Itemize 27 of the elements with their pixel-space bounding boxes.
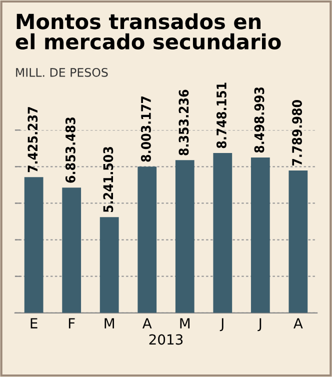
bar (250, 158, 270, 313)
data-label: 7.789.980 (292, 100, 302, 166)
bar (288, 170, 308, 313)
x-tick-label: A (142, 318, 152, 328)
data-label: 8.003.177 (140, 96, 151, 162)
x-tick-label: M (180, 318, 190, 328)
x-tick-label: E (30, 318, 38, 328)
bar (62, 188, 82, 313)
y-axis-title: MILL. DE PESOS (16, 68, 108, 77)
bar (100, 217, 119, 313)
data-label: 5.241.503 (103, 147, 114, 212)
chart-title: Montos transados en el mercado secundario (16, 13, 281, 50)
bar (213, 152, 232, 313)
x-tick-label: F (68, 318, 75, 328)
data-label: 7.425.237 (28, 107, 38, 172)
x-tick-label: J (258, 318, 262, 332)
x-tick-label: J (220, 318, 224, 332)
x-tick-label: M (104, 318, 114, 328)
data-label: 6.853.483 (65, 118, 76, 183)
bar (24, 177, 44, 313)
bar (175, 160, 194, 313)
data-label: 8.748.151 (216, 82, 226, 148)
data-label: 8.498.993 (254, 87, 264, 153)
bar (138, 166, 157, 313)
x-tick-label: A (294, 318, 303, 328)
x-axis-title: 2013 (149, 334, 183, 345)
data-label: 8.353.236 (178, 90, 189, 156)
